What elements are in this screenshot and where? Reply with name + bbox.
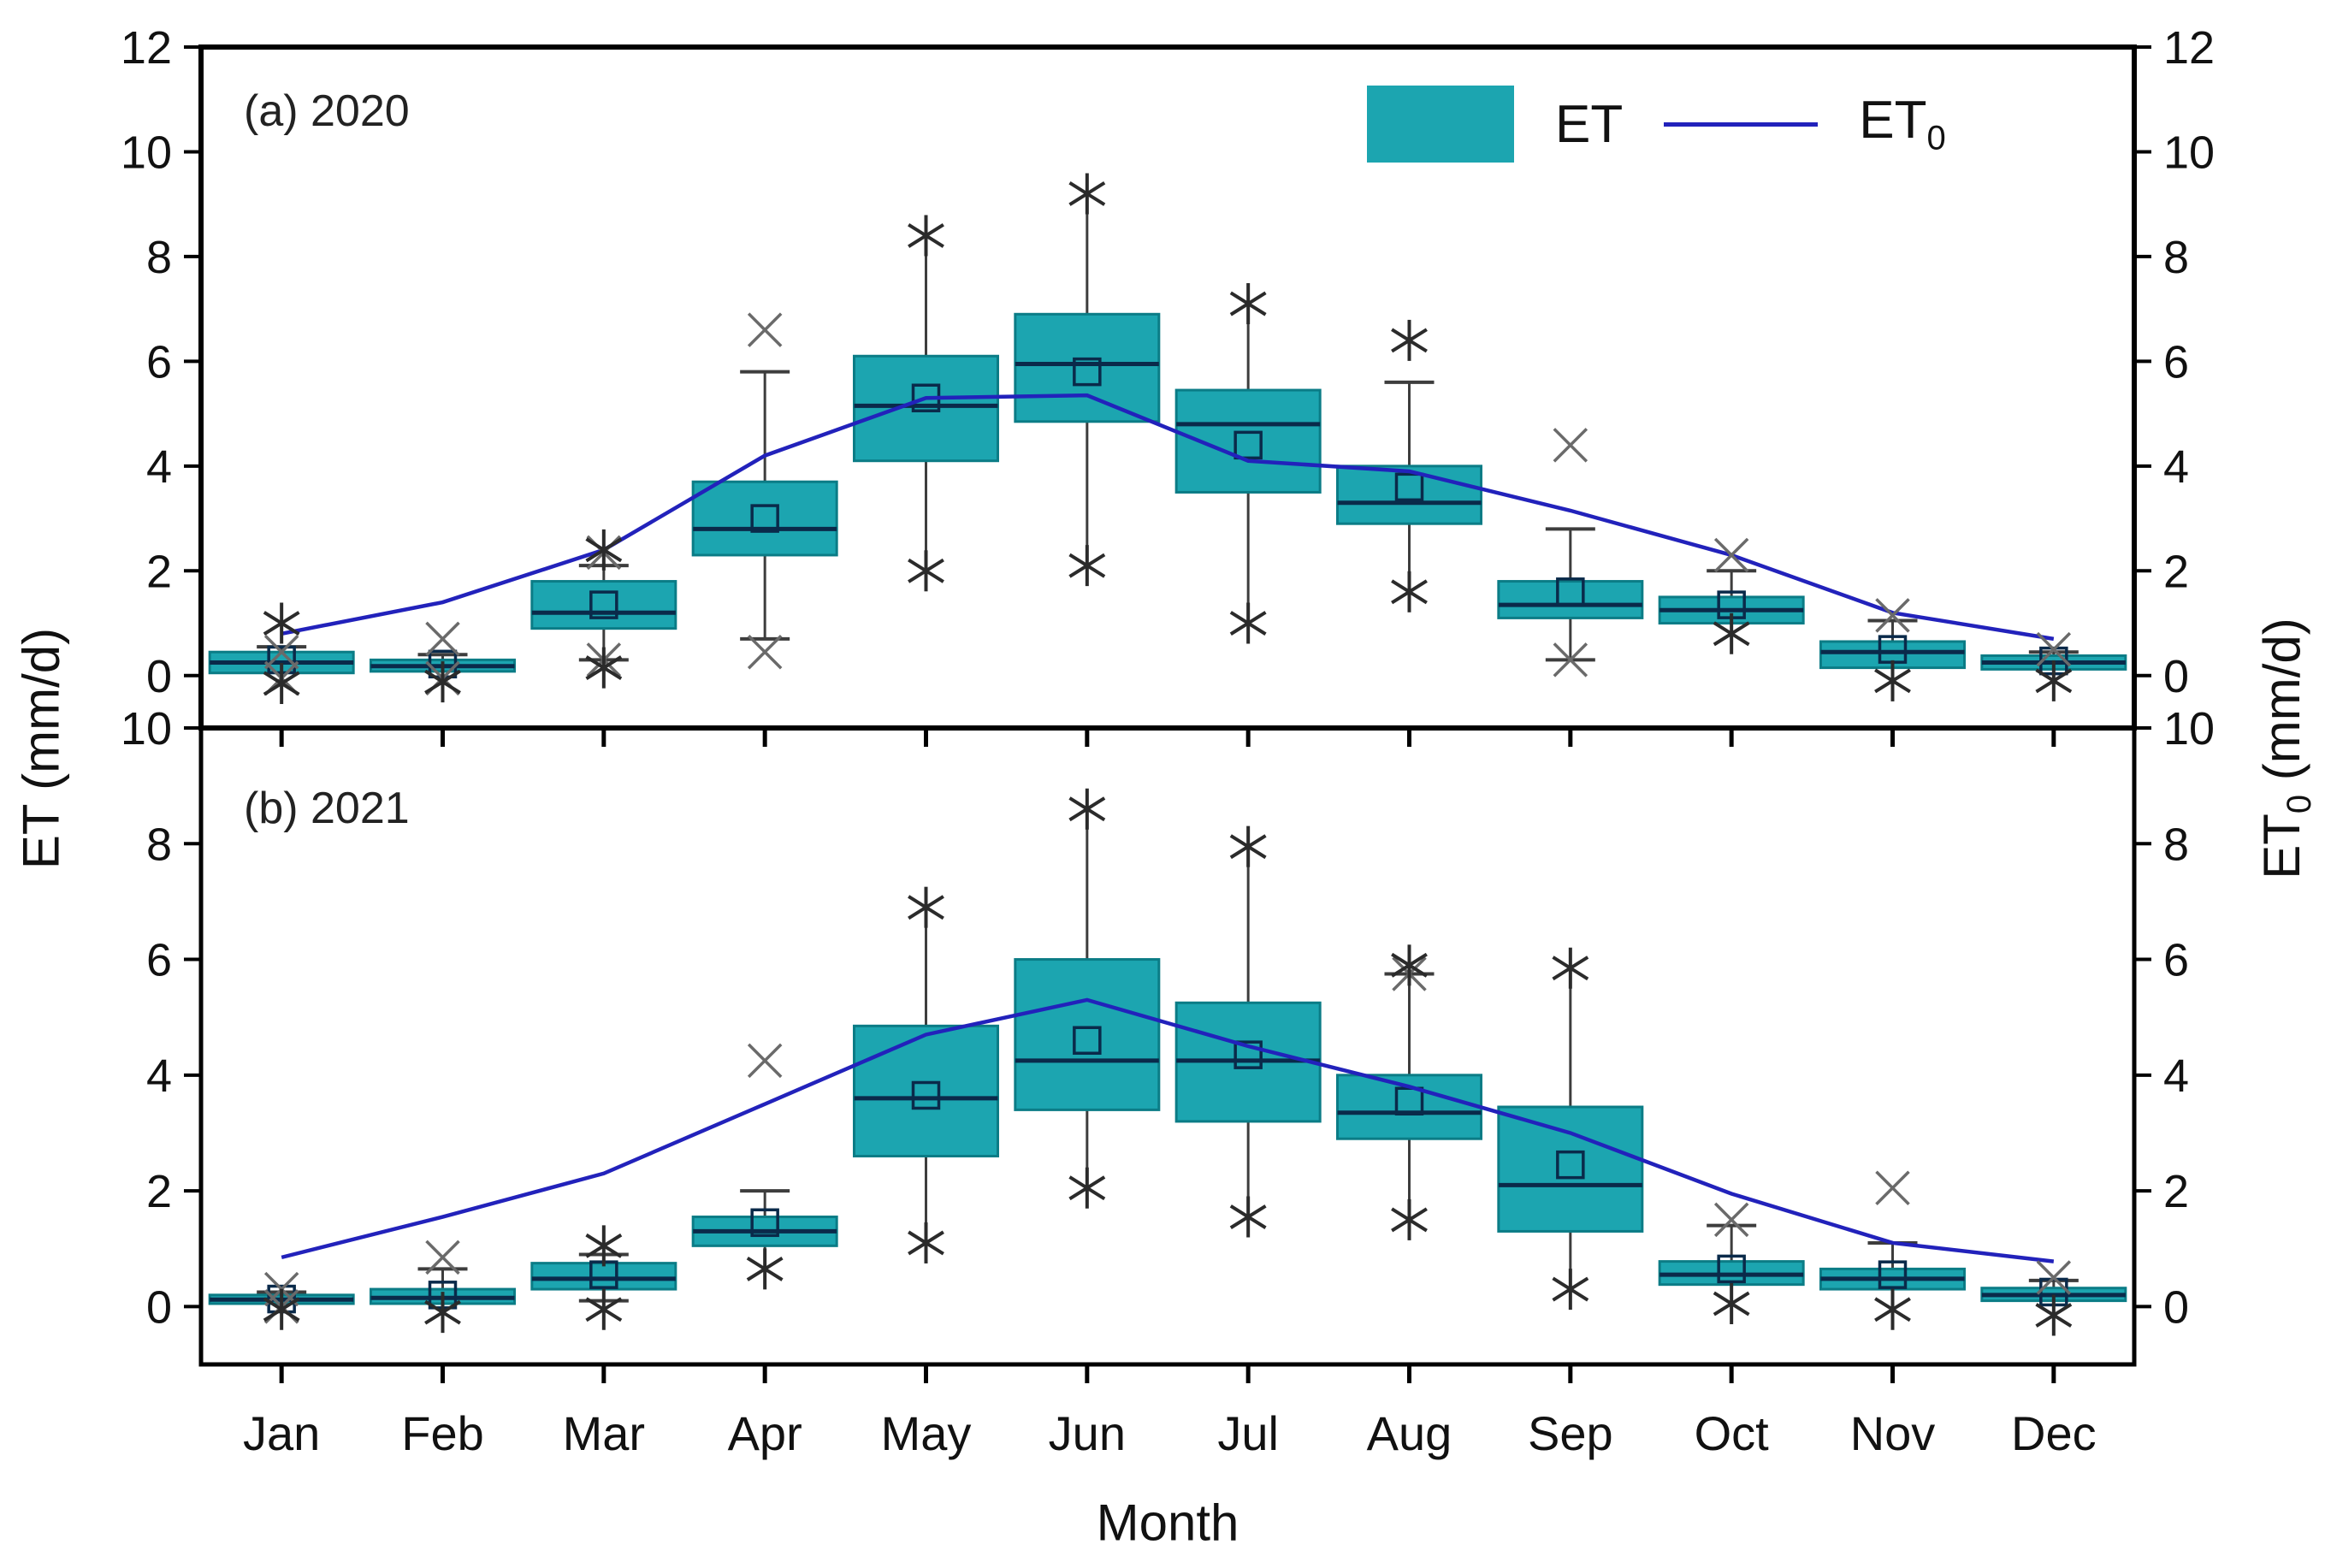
svg-text:Oct: Oct [1695, 1406, 1770, 1460]
et0-line-a [281, 393, 2055, 642]
x-tick-labels: Jan Feb Mar Apr May Jun Jul Aug Sep Oct Nov Dec [243, 1406, 2097, 1460]
box-a-Jun [1014, 193, 1161, 566]
panel-b: 10 8 6 4 2 0 10 8 6 4 2 0 [121, 703, 2215, 1383]
svg-text:2: 2 [146, 1166, 172, 1217]
svg-text:8: 8 [2163, 232, 2189, 283]
svg-text:Apr: Apr [728, 1406, 802, 1460]
box-a-Oct [1658, 569, 1805, 634]
svg-text:2: 2 [2163, 1166, 2189, 1217]
svg-text:May: May [881, 1406, 972, 1460]
svg-text:8: 8 [146, 819, 172, 870]
svg-text:0: 0 [146, 651, 172, 702]
box-a-Mar [530, 564, 677, 662]
box-b-Aug [1336, 972, 1482, 1220]
svg-text:Sep: Sep [1528, 1406, 1613, 1460]
svg-text:Jun: Jun [1049, 1406, 1126, 1460]
svg-text:6: 6 [2163, 336, 2189, 388]
svg-text:Dec: Dec [2011, 1406, 2097, 1460]
legend-et-label: ET [1555, 94, 1624, 154]
svg-text:4: 4 [146, 441, 172, 493]
x-axis-label: Month [1096, 1494, 1239, 1552]
svg-text:12: 12 [121, 22, 172, 74]
legend-et0-line-icon [1664, 121, 1819, 127]
svg-text:Jan: Jan [243, 1406, 320, 1460]
svg-text:2: 2 [2163, 546, 2189, 597]
box-a-Apr [691, 370, 838, 641]
svg-text:0: 0 [2163, 1281, 2189, 1333]
svg-text:Nov: Nov [1850, 1406, 1936, 1460]
box-b-May [853, 907, 999, 1243]
svg-text:10: 10 [121, 127, 172, 178]
svg-text:6: 6 [146, 336, 172, 388]
box-a-Sep [1497, 527, 1644, 662]
svg-text:Jul: Jul [1217, 1406, 1279, 1460]
et0-line-b [281, 997, 2055, 1263]
panel-b-title: (b) 2021 [244, 784, 410, 833]
box-b-Sep [1497, 967, 1644, 1290]
legend-et-swatch-icon [1367, 86, 1514, 163]
svg-text:0: 0 [2163, 651, 2189, 702]
box-b-Jul [1174, 846, 1322, 1217]
svg-text:8: 8 [146, 232, 172, 283]
svg-text:10: 10 [2163, 703, 2215, 754]
svg-text:4: 4 [2163, 1050, 2189, 1102]
svg-text:2: 2 [146, 546, 172, 597]
y-axis-label-right: ET0 (mm/d) [2253, 618, 2318, 879]
svg-text:Mar: Mar [563, 1406, 645, 1460]
legend: ET ET0 [1367, 77, 1946, 171]
svg-text:8: 8 [2163, 819, 2189, 870]
svg-text:Feb: Feb [401, 1406, 484, 1460]
y-axis-label-left: ET (mm/d) [12, 627, 70, 870]
box-a-Aug [1336, 380, 1482, 592]
svg-text:0: 0 [146, 1281, 172, 1333]
box-a-May [853, 235, 999, 571]
legend-et0-label: ET0 [1859, 91, 1946, 157]
svg-text:4: 4 [146, 1050, 172, 1102]
panel-a-title: (a) 2020 [244, 86, 410, 136]
box-b-Jun [1014, 808, 1161, 1188]
svg-text:10: 10 [121, 703, 172, 754]
svg-text:Aug: Aug [1367, 1406, 1452, 1460]
svg-text:4: 4 [2163, 441, 2189, 493]
box-b-Apr [691, 1189, 838, 1269]
svg-text:6: 6 [146, 935, 172, 986]
svg-text:12: 12 [2163, 22, 2215, 74]
svg-text:6: 6 [2163, 935, 2189, 986]
svg-text:10: 10 [2163, 127, 2215, 178]
